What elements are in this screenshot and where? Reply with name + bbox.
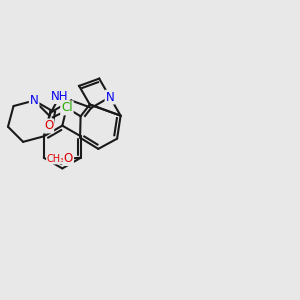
Text: N: N	[106, 91, 114, 103]
Text: N: N	[30, 94, 39, 107]
Text: Cl: Cl	[61, 101, 73, 114]
Text: O: O	[64, 152, 73, 165]
Text: NH: NH	[50, 90, 68, 103]
Text: O: O	[64, 152, 73, 164]
Text: CH₃: CH₃	[47, 154, 65, 164]
Text: O: O	[44, 119, 53, 133]
